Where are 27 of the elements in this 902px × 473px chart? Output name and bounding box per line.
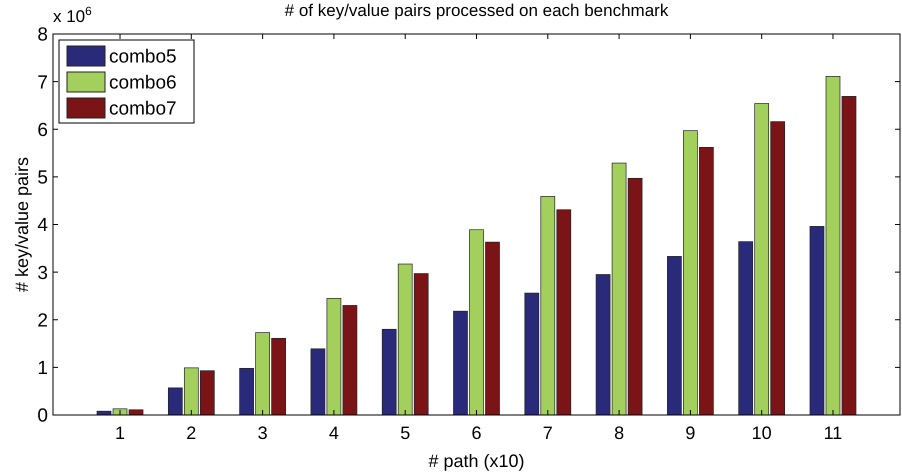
x-tick-label: 9 [685,423,696,443]
y-tick-label: 4 [37,215,48,236]
y-axis-title: # key/value pairs [12,156,32,292]
x-tick-label: 2 [186,423,196,443]
x-tick-label: 10 [752,423,772,443]
y-tick-label: 5 [37,168,48,189]
y-tick-label: 3 [37,262,48,284]
y-tick-label: 2 [37,310,48,332]
x-tick-label: 7 [542,423,553,443]
x-tick-label: 4 [328,423,339,443]
chart-title: # of key/value pairs processed on each benchmark [284,1,669,20]
x-tick-label: 11 [824,423,842,443]
x-tick-label: 3 [258,423,268,443]
y-tick-label: 1 [37,358,48,380]
x-tick-label: 1 [115,423,126,443]
x-tick-label: 6 [471,423,482,443]
x-tick-label: 5 [400,423,410,443]
y-tick-label: 6 [37,120,48,141]
legend-label: combo7 [109,98,177,120]
y-tick-label: 7 [37,72,48,94]
x-tick-label: 8 [614,423,624,443]
x-axis-title: # path (x10) [428,451,525,471]
y-tick-label: 0 [37,406,48,427]
y-tick-label: 8 [37,24,48,46]
text: x 10$^{6}$ [53,4,92,26]
legend-label: combo6 [109,72,177,94]
legend-label: combo5 [109,46,177,68]
